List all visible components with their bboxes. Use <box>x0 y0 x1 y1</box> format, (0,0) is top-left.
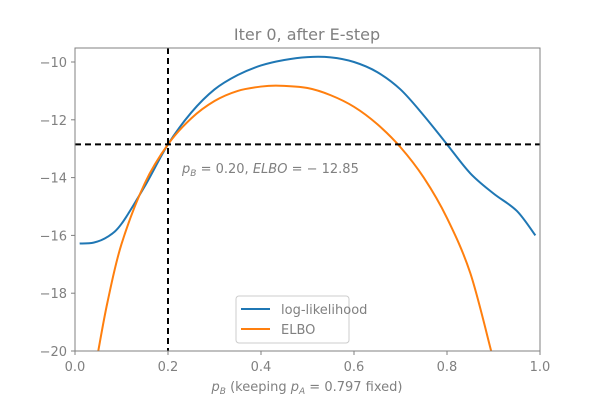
x-tick-label: 0.0 <box>65 360 86 375</box>
y-tick-label: −18 <box>40 287 67 302</box>
x-tick-label: 0.6 <box>344 360 365 375</box>
annot-sym: p <box>181 162 190 177</box>
y-tick-label: −12 <box>40 114 67 129</box>
y-tick-label: −16 <box>40 229 67 244</box>
y-tick-label: −10 <box>40 56 67 71</box>
y-axis-ticks: −10 −12 −14 −16 −18 −20 <box>40 56 75 360</box>
series-layer <box>79 55 537 351</box>
x-tick-label: 0.4 <box>251 360 272 375</box>
chart-title: Iter 0, after E-step <box>234 25 380 44</box>
x-tick-label: 0.2 <box>158 360 179 375</box>
y-tick-label: −14 <box>40 172 67 187</box>
legend-box <box>235 295 350 344</box>
x-tick-label: 1.0 <box>530 360 551 375</box>
x-axis-label: pB (keeping pA = 0.797 fixed) <box>211 380 403 397</box>
annot-rest: = 0.20, <box>196 162 252 177</box>
annot-ital: ELBO <box>253 162 288 177</box>
xlabel-mid: (keeping <box>226 380 291 395</box>
annotation-elbo-point: pB = 0.20, ELBO = − 12.85 <box>181 162 359 179</box>
series-line-log-likelihood <box>79 55 537 245</box>
x-axis-ticks: 0.0 0.2 0.4 0.6 0.8 1.0 <box>65 351 551 375</box>
annot-tail: = − 12.85 <box>287 162 358 177</box>
xlabel-tail: = 0.797 fixed) <box>305 380 402 395</box>
y-tick-label: −20 <box>40 345 67 360</box>
series-line-elbo <box>97 84 493 351</box>
xlabel-sub2: A <box>298 387 305 397</box>
legend-label-elbo: ELBO <box>281 323 315 338</box>
axes-frame <box>74 47 541 352</box>
xlabel-sym: p <box>211 380 220 395</box>
legend-label-log-likelihood: log-likelihood <box>281 303 367 318</box>
annot-sub: B <box>190 169 196 179</box>
xlabel-sym2: p <box>290 380 299 395</box>
legend: log-likelihood ELBO <box>235 295 367 344</box>
xlabel-sub: B <box>220 387 226 397</box>
reference-lines <box>75 48 540 351</box>
x-tick-label: 0.8 <box>437 360 458 375</box>
